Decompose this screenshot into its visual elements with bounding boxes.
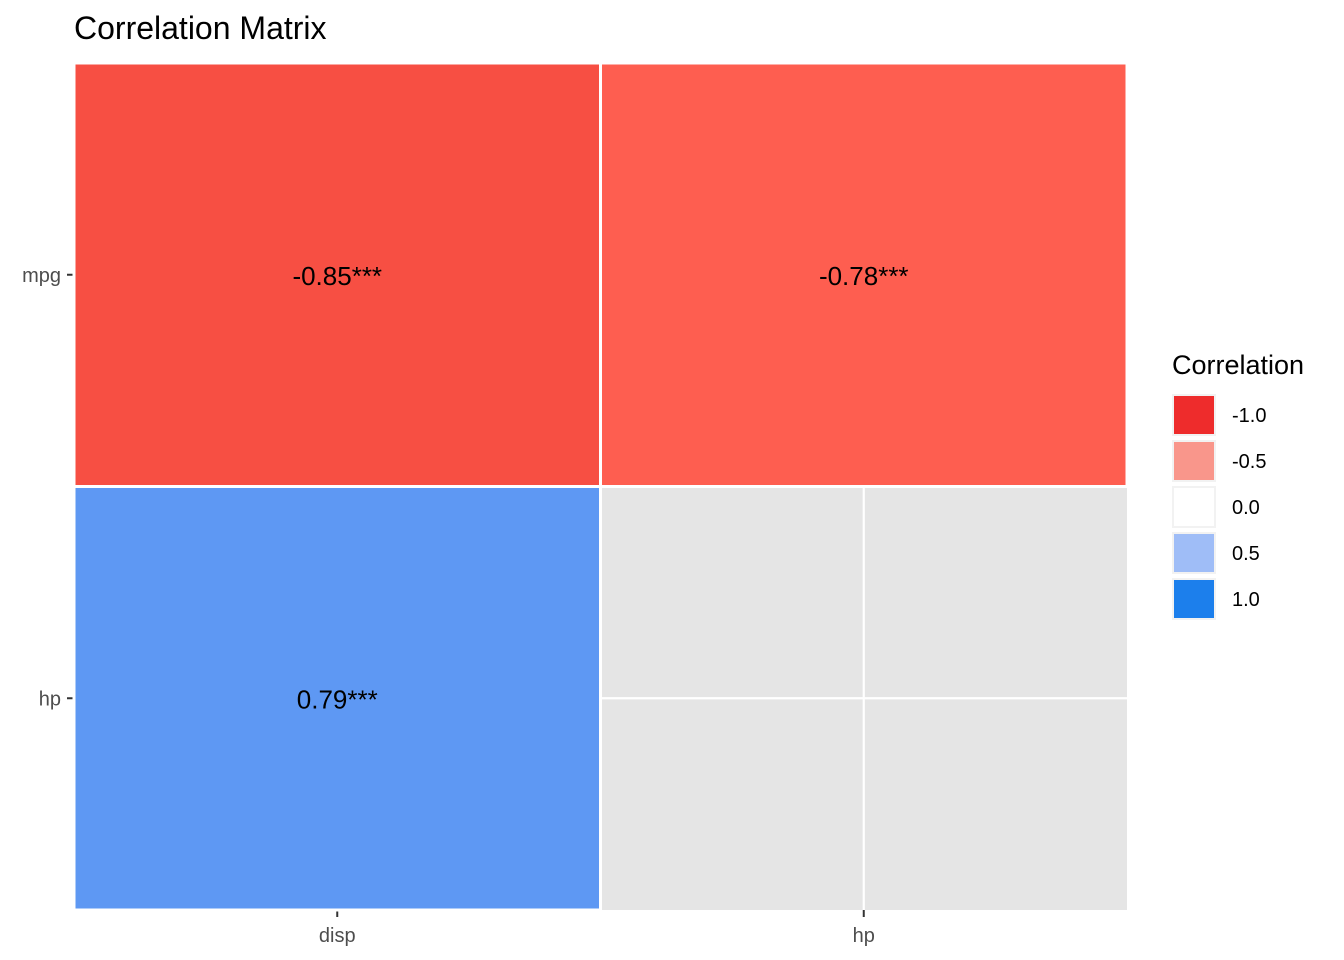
heatmap-cell [72,61,602,488]
heatmap-cells: -0.85*** -0.78*** 0.79*** [72,61,1129,912]
legend-swatch [1174,442,1214,480]
cell-value-label: -0.78*** [819,261,909,291]
legend-label: -0.5 [1232,451,1266,473]
legend-title: Correlation [1172,350,1304,380]
heatmap-cell [72,485,602,912]
legend-label: 0.5 [1232,543,1260,565]
legend-label: -1.0 [1232,405,1266,427]
y-axis: mpg hp [22,265,74,710]
legend-swatch [1174,396,1214,434]
y-tick-label: hp [39,688,61,710]
x-axis: disp hp [319,910,875,947]
cell-value-label: -0.85*** [292,261,382,291]
x-tick-label: disp [319,925,356,947]
legend: Correlation -1.0 -0.5 0.0 0.5 1.0 [1172,350,1304,620]
cell-value-label: 0.79*** [297,684,378,714]
heatmap-cell [599,61,1129,488]
legend-label: 1.0 [1232,589,1260,611]
legend-swatch [1174,580,1214,618]
legend-swatch [1174,488,1214,526]
chart-title: Correlation Matrix [74,10,327,46]
legend-label: 0.0 [1232,497,1260,519]
y-tick-label: mpg [22,265,61,287]
x-tick-label: hp [853,925,875,947]
legend-swatch [1174,534,1214,572]
